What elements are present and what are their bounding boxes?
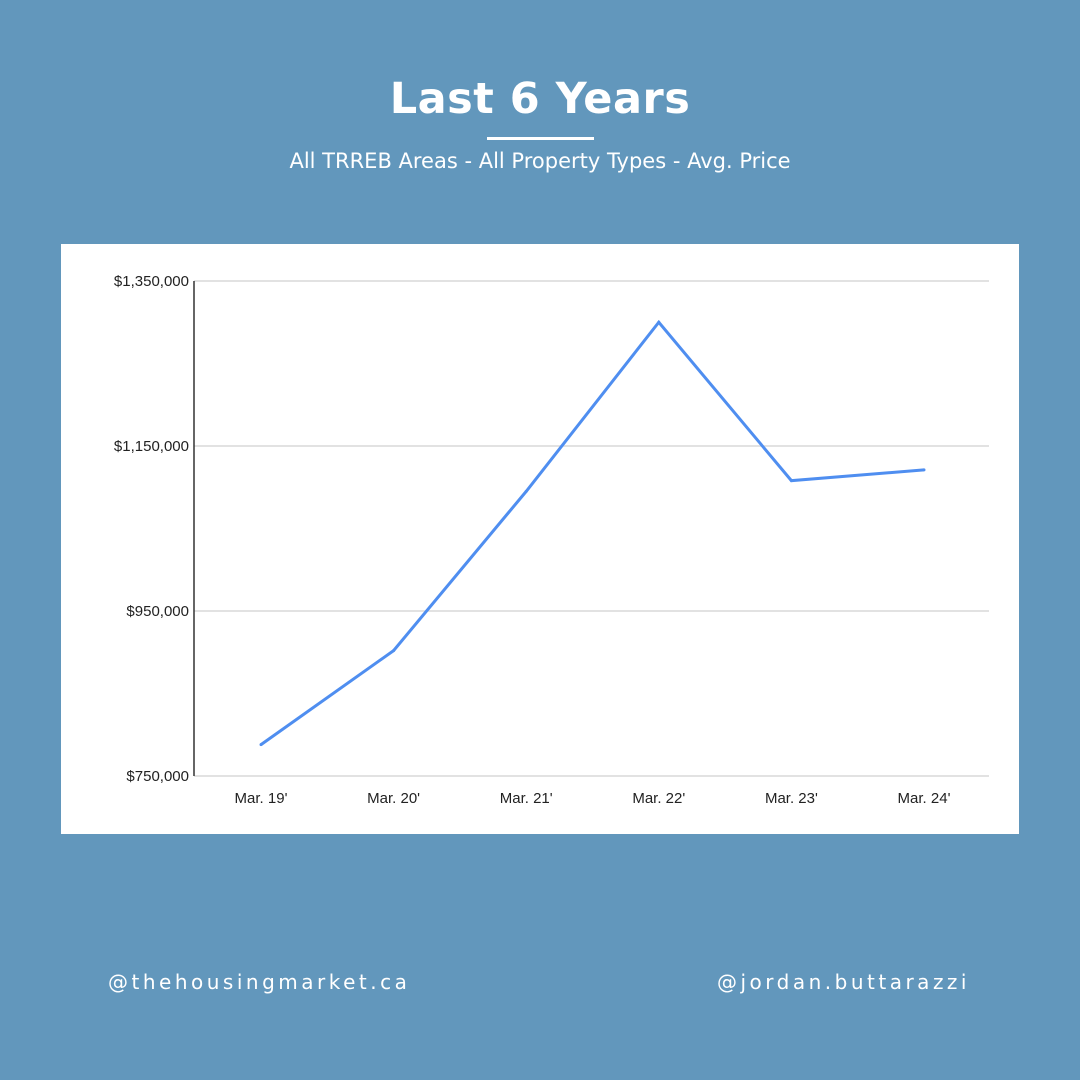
chart-panel: $750,000 $950,000 $1,150,000 $1,350,000 Mar… — [61, 244, 1019, 834]
x-tick-label: Mar. 19' — [235, 790, 288, 807]
gridlines — [194, 280, 989, 777]
data-point — [789, 479, 793, 483]
page-subtitle: All TRREB Areas - All Property Types - A… — [289, 149, 791, 173]
line-chart: $750,000 $950,000 $1,150,000 $1,350,000 Mar… — [114, 273, 989, 807]
x-tick-label: Mar. 21' — [500, 790, 553, 807]
x-axis-ticks: Mar. 19' Mar. 20' Mar. 21' Mar. 22' Mar. 23'… — [235, 790, 951, 807]
data-point — [524, 489, 528, 493]
y-axis-ticks: $750,000 $950,000 $1,150,000 $1,350,000 — [114, 273, 189, 785]
y-tick-label: $1,150,000 — [114, 438, 189, 455]
y-tick-label: $950,000 — [126, 603, 189, 620]
x-tick-label: Mar. 23' — [765, 790, 818, 807]
footer-handle-right[interactable]: @jordan.buttarazzi — [717, 970, 970, 994]
y-tick-label: $750,000 — [126, 768, 189, 785]
page-title: Last 6 Years — [389, 74, 691, 124]
series-layer — [259, 319, 926, 747]
data-point — [657, 320, 661, 324]
data-point — [922, 468, 926, 472]
title-underline — [487, 137, 594, 140]
footer-handle-left[interactable]: @thehousingmarket.ca — [108, 970, 411, 994]
data-point — [259, 743, 263, 747]
data-point — [392, 649, 396, 653]
x-tick-label: Mar. 22' — [632, 790, 685, 807]
x-tick-label: Mar. 20' — [367, 790, 420, 807]
y-tick-label: $1,350,000 — [114, 273, 189, 290]
x-tick-label: Mar. 24' — [898, 790, 951, 807]
series-line — [260, 319, 925, 746]
